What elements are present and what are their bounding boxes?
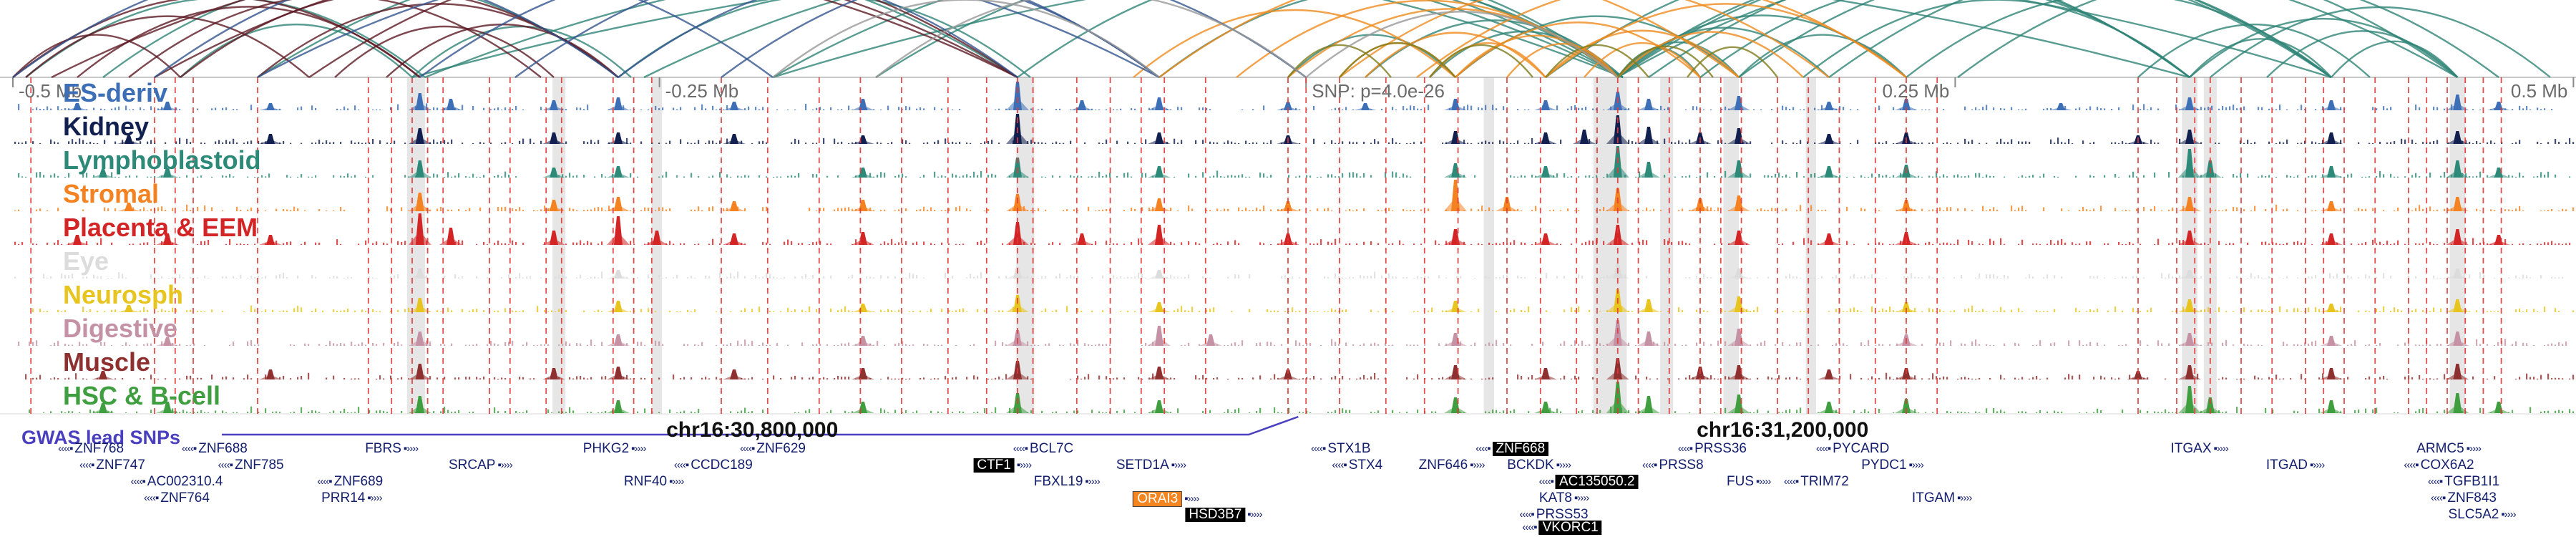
interaction-arc — [1339, 0, 1830, 78]
interaction-arc — [1616, 45, 1714, 78]
interaction-arc — [514, 0, 1160, 78]
interaction-arc — [1429, 44, 1533, 78]
interaction-arc — [1455, 21, 1701, 78]
interaction-arc — [1957, 0, 2499, 78]
signal-track-hsc-b-cell — [29, 382, 2575, 413]
highlight-band — [2203, 77, 2217, 414]
track-label-lymphoblastoid: Lymphoblastoid — [63, 145, 261, 175]
interaction-arc — [1802, 0, 2190, 78]
signal-track-es-deriv — [18, 82, 2553, 110]
interaction-arc — [25, 15, 310, 78]
interaction-arc — [1617, 0, 2459, 79]
interaction-arc — [154, 0, 1018, 79]
interaction-arc — [334, 25, 555, 78]
track-label-neurosph: Neurosph — [63, 280, 184, 309]
highlight-band — [1483, 77, 1494, 414]
interaction-arc — [2189, 38, 2332, 78]
interaction-arc — [772, 0, 2332, 79]
interaction-arc — [1158, 0, 1740, 78]
track-label-digestive: Digestive — [63, 314, 178, 343]
highlight-band — [1723, 77, 1739, 414]
highlight-band — [1805, 77, 1816, 414]
interaction-arc — [2331, 40, 2459, 78]
interaction-arc — [2210, 6, 2551, 78]
interaction-arc — [1287, 34, 1456, 78]
interaction-arc — [1339, 42, 1456, 78]
interaction-arc — [2266, 30, 2459, 78]
interaction-arc — [1616, 31, 1804, 78]
interaction-arc — [51, 0, 1018, 79]
highlight-band — [2182, 77, 2197, 414]
ruler-label-plus-0-5mb: 0.5 Mb — [2510, 80, 2568, 102]
interaction-arc — [1617, 0, 2332, 78]
coordinate-label-left: chr16:30,800,000 — [666, 418, 839, 442]
coordinate-label-right: chr16:31,200,000 — [1697, 418, 1869, 442]
interaction-arc — [1455, 34, 1619, 78]
track-label-es-deriv: ES-deriv — [63, 78, 168, 107]
snp-pvalue-label: SNP: p=4.0e-26 — [1312, 80, 1445, 102]
highlight-band — [1660, 77, 1674, 414]
interaction-arc — [772, 0, 1160, 78]
gwas-connector-line — [222, 415, 1299, 436]
highlight-band — [2449, 77, 2466, 414]
interaction-arc — [1017, 0, 1624, 78]
interaction-arc — [643, 0, 1624, 79]
highlight-band — [1593, 77, 1627, 414]
interaction-arc — [12, 0, 619, 78]
interaction-arc — [154, 0, 774, 78]
interaction-arc — [1545, 44, 1649, 78]
track-label-muscle: Muscle — [63, 347, 151, 377]
interaction-arc — [618, 0, 1031, 78]
interaction-arc — [411, 0, 2190, 79]
interaction-arc — [1545, 0, 2190, 78]
ruler-label-minus-0-5mb: -0.5 Mb — [19, 80, 82, 102]
track-label-placenta-eem: Placenta & EEM — [63, 213, 258, 242]
interaction-arc — [12, 34, 181, 78]
interaction-arc — [1305, 11, 1619, 78]
signal-track-eye — [14, 263, 2564, 279]
interaction-arc — [257, 0, 1160, 79]
interaction-arc — [1365, 32, 1546, 78]
track-label-eye: Eye — [63, 246, 109, 276]
interaction-arc — [1828, 0, 2459, 78]
interaction-arc — [1545, 29, 1740, 78]
track-label-stromal: Stromal — [63, 179, 160, 208]
interaction-arc — [1416, 0, 1907, 78]
gwas-lead-snps-label: GWAS lead SNPs — [21, 427, 181, 448]
interaction-arc — [419, 0, 1018, 78]
interaction-arc — [1287, 44, 1392, 78]
interaction-arc — [257, 0, 1018, 79]
interaction-arc — [1616, 41, 1740, 78]
ruler-label-plus-0-25mb: 0.25 Mb — [1882, 80, 1950, 102]
signal-track-muscle — [25, 358, 2575, 379]
highlight-band — [406, 77, 425, 414]
highlight-band — [552, 77, 566, 414]
interaction-arc — [875, 0, 1307, 78]
interaction-arc — [180, 24, 413, 78]
track-label-hsc-b-cell: HSC & B-cell — [63, 381, 221, 410]
interaction-arc — [1687, 46, 1778, 78]
highlight-band — [651, 77, 663, 414]
interaction-arc — [128, 0, 542, 78]
interaction-arc — [2137, 24, 2371, 78]
interaction-arc — [2189, 17, 2459, 78]
interaction-arc — [308, 0, 1018, 78]
track-label-kidney: Kidney — [63, 112, 150, 141]
ruler-label-minus-0-25mb: -0.25 Mb — [665, 80, 739, 102]
signal-track-lymphoblastoid — [18, 146, 2571, 178]
